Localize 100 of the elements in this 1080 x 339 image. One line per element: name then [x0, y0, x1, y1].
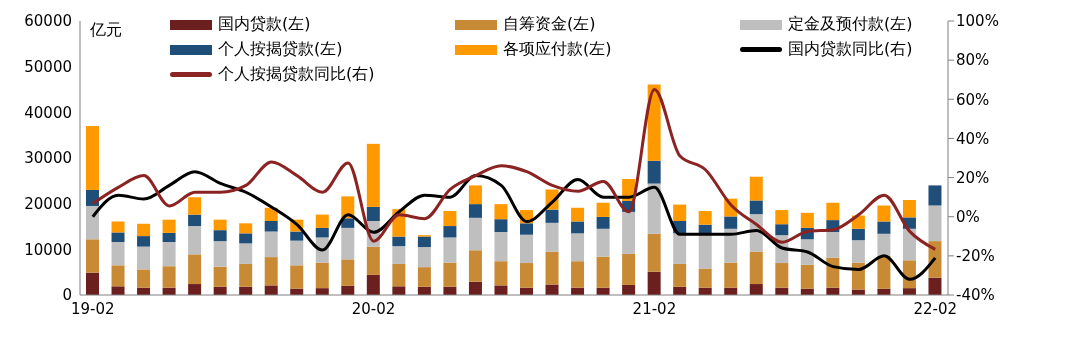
bar [392, 236, 406, 247]
bar [902, 200, 916, 218]
y2-tick-label: -20% [956, 247, 995, 266]
bar [443, 237, 457, 263]
bar [86, 126, 99, 190]
bar [673, 204, 687, 222]
bar [826, 202, 840, 221]
bar [928, 277, 942, 295]
bar [239, 243, 253, 264]
bar [928, 205, 942, 242]
bar [520, 234, 533, 264]
bar [596, 202, 610, 217]
bar [111, 221, 125, 233]
bar [647, 160, 661, 184]
bar [162, 219, 176, 233]
bar [545, 222, 559, 252]
bar [468, 185, 482, 205]
bar [315, 262, 329, 289]
bar [188, 284, 202, 295]
y2-tick-label: 0% [956, 208, 980, 227]
bar [647, 183, 661, 234]
y-tick-label: 20000 [24, 194, 72, 213]
bar [902, 228, 916, 261]
bar [596, 216, 610, 229]
bar [571, 221, 585, 234]
bar [366, 206, 380, 222]
bar [213, 266, 227, 287]
bar [545, 284, 559, 295]
bar [137, 236, 151, 247]
y-tick-label: 60000 [24, 12, 72, 31]
bar [494, 261, 508, 286]
bar [698, 233, 712, 269]
bar [545, 251, 559, 285]
bar [188, 214, 202, 227]
bar [622, 253, 636, 285]
bar [622, 211, 636, 254]
bar [494, 231, 508, 262]
bar [443, 210, 457, 227]
bar [137, 223, 151, 237]
bar [264, 257, 278, 286]
bar [111, 242, 125, 266]
bar [928, 185, 942, 206]
bar [443, 226, 457, 238]
y2-tick-label: 60% [956, 90, 990, 109]
bar [698, 268, 712, 288]
bar [366, 246, 380, 275]
bar [877, 205, 891, 222]
bar [188, 254, 202, 285]
bar [673, 233, 687, 264]
bar [647, 233, 661, 272]
bar [571, 207, 585, 222]
bar [188, 226, 202, 255]
bar [724, 228, 738, 263]
bar [315, 227, 329, 238]
bar [86, 239, 99, 273]
bar [162, 266, 176, 288]
bar [468, 204, 482, 218]
bar [494, 204, 508, 220]
y-tick-label: 10000 [24, 240, 72, 259]
legend-label: 各项应付款(左) [503, 39, 612, 60]
line-series [91, 88, 937, 251]
bar [520, 263, 533, 288]
bar [290, 231, 304, 241]
bar [137, 269, 151, 288]
y2-tick-label: 80% [956, 51, 990, 70]
legend-label: 个人按揭贷款(左) [218, 39, 343, 60]
bar [673, 263, 687, 287]
bar [596, 256, 610, 288]
bar [290, 265, 304, 289]
bar [392, 263, 406, 287]
bar [290, 240, 304, 266]
bar [162, 232, 176, 243]
bar [520, 223, 533, 235]
bar [647, 271, 661, 295]
bar [851, 240, 865, 263]
bar [213, 219, 227, 231]
bar [417, 267, 431, 287]
bar [724, 216, 738, 229]
bar [468, 250, 482, 282]
bar [111, 265, 125, 287]
line-series [91, 170, 937, 281]
bar [749, 284, 763, 295]
bar [571, 261, 585, 288]
bar [800, 264, 814, 289]
bar [341, 227, 355, 260]
bar [188, 197, 202, 215]
bar [162, 242, 176, 267]
bar [137, 246, 151, 270]
bar [775, 263, 789, 288]
legend-label: 个人按揭贷款同比(右) [218, 64, 375, 85]
bar [468, 281, 482, 295]
bar [800, 212, 814, 228]
bar [417, 236, 431, 248]
bar [264, 231, 278, 258]
bar [392, 246, 406, 264]
bar [468, 217, 482, 251]
y2-tick-label: 20% [956, 168, 990, 187]
bar [851, 228, 865, 241]
bar [239, 263, 253, 287]
bar [877, 221, 891, 234]
